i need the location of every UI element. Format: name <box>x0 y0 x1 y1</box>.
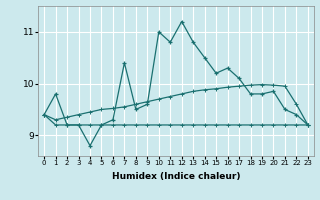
X-axis label: Humidex (Indice chaleur): Humidex (Indice chaleur) <box>112 172 240 181</box>
